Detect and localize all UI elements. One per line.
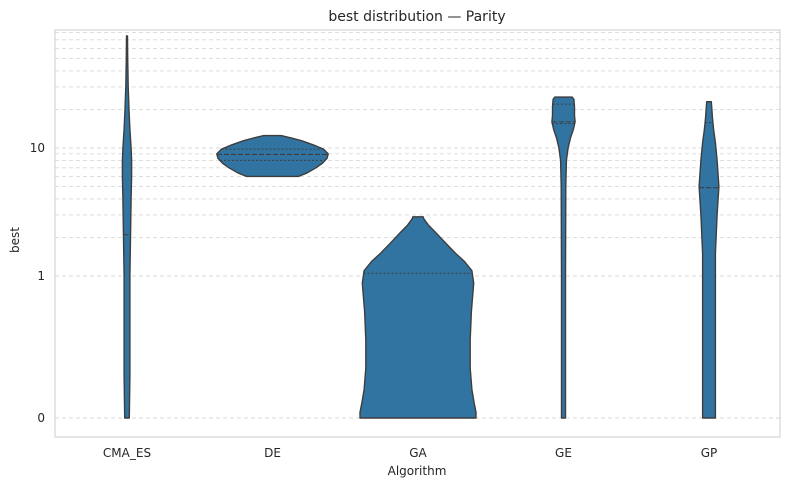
y-tick-label: 10 [30,141,45,155]
y-tick-labels: 0 1 10 [30,141,45,425]
x-tick-label: GA [409,446,427,460]
x-tick-label: GE [555,446,572,460]
x-tick-label: CMA_ES [103,446,151,460]
plot-frame [54,29,781,438]
violin-layer [121,35,720,419]
chart-title: best distribution — Parity [328,9,505,25]
y-tick-label: 0 [37,411,45,425]
x-axis-label: Algorithm [388,464,447,478]
violin-cma-es [121,35,133,419]
x-tick-label: GP [701,446,718,460]
violin-ga [359,216,477,419]
y-tick-label: 1 [37,269,45,283]
violin-de [216,134,329,178]
x-tick-label: DE [264,446,281,460]
y-axis-label: best [8,227,22,253]
violin-gp [698,101,720,419]
grid-layer [55,31,780,419]
x-tick-labels: CMA_ES DE GA GE GP [103,446,717,460]
violin-ge [551,96,576,419]
